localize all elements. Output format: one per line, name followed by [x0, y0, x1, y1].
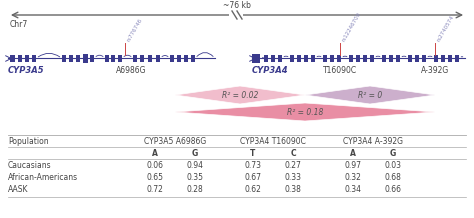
FancyBboxPatch shape: [422, 55, 426, 62]
Text: G: G: [390, 149, 396, 158]
FancyBboxPatch shape: [382, 55, 386, 62]
Text: 0.35: 0.35: [186, 173, 203, 182]
Text: rs776746: rs776746: [126, 17, 144, 42]
Text: A: A: [350, 149, 356, 158]
FancyBboxPatch shape: [311, 55, 315, 62]
Polygon shape: [305, 86, 435, 104]
Polygon shape: [175, 86, 305, 104]
FancyBboxPatch shape: [90, 55, 94, 62]
FancyBboxPatch shape: [18, 55, 22, 62]
Text: Chr7: Chr7: [10, 20, 28, 29]
FancyBboxPatch shape: [323, 55, 327, 62]
FancyBboxPatch shape: [156, 55, 160, 62]
Text: CYP3A4 T16090C: CYP3A4 T16090C: [240, 137, 306, 146]
Text: 0.06: 0.06: [146, 161, 164, 170]
Text: 0.68: 0.68: [384, 173, 401, 182]
Text: 0.03: 0.03: [384, 161, 401, 170]
FancyBboxPatch shape: [297, 55, 301, 62]
Text: 0.67: 0.67: [245, 173, 262, 182]
FancyBboxPatch shape: [264, 55, 268, 62]
FancyBboxPatch shape: [148, 55, 152, 62]
FancyBboxPatch shape: [415, 55, 419, 62]
Text: C: C: [290, 149, 296, 158]
FancyBboxPatch shape: [177, 55, 181, 62]
Text: 0.66: 0.66: [384, 185, 401, 194]
FancyBboxPatch shape: [229, 10, 243, 20]
Text: rs2740574: rs2740574: [436, 14, 455, 42]
FancyBboxPatch shape: [290, 55, 294, 62]
Text: A: A: [152, 149, 158, 158]
FancyBboxPatch shape: [111, 55, 115, 62]
FancyBboxPatch shape: [25, 55, 29, 62]
Text: 0.72: 0.72: [146, 185, 164, 194]
Text: 0.38: 0.38: [284, 185, 301, 194]
Text: 0.62: 0.62: [245, 185, 262, 194]
Text: 0.27: 0.27: [284, 161, 301, 170]
Text: African-Americans: African-Americans: [8, 173, 78, 182]
FancyBboxPatch shape: [140, 55, 144, 62]
FancyBboxPatch shape: [271, 55, 275, 62]
FancyBboxPatch shape: [184, 55, 188, 62]
Text: ~76 kb: ~76 kb: [223, 1, 251, 10]
FancyBboxPatch shape: [278, 55, 282, 62]
FancyBboxPatch shape: [356, 55, 360, 62]
FancyBboxPatch shape: [76, 55, 80, 62]
Text: R² = 0: R² = 0: [358, 90, 382, 99]
Text: A6986G: A6986G: [116, 66, 147, 75]
FancyBboxPatch shape: [252, 54, 260, 63]
FancyBboxPatch shape: [32, 55, 36, 62]
FancyBboxPatch shape: [62, 55, 66, 62]
Text: CYP3A4 A-392G: CYP3A4 A-392G: [343, 137, 403, 146]
FancyBboxPatch shape: [448, 55, 452, 62]
Text: T16090C: T16090C: [323, 66, 357, 75]
Text: R² = 0.02: R² = 0.02: [222, 90, 258, 99]
Text: 0.94: 0.94: [186, 161, 203, 170]
Text: 0.34: 0.34: [345, 185, 362, 194]
FancyBboxPatch shape: [396, 55, 400, 62]
FancyBboxPatch shape: [105, 55, 109, 62]
FancyBboxPatch shape: [118, 55, 122, 62]
Text: rs12246709: rs12246709: [341, 11, 362, 42]
Text: CYP3A5: CYP3A5: [8, 66, 45, 75]
Text: AASK: AASK: [8, 185, 28, 194]
Text: 0.32: 0.32: [345, 173, 362, 182]
Text: 0.33: 0.33: [284, 173, 301, 182]
Text: Population: Population: [8, 137, 49, 146]
Text: A-392G: A-392G: [421, 66, 449, 75]
Text: T: T: [250, 149, 255, 158]
FancyBboxPatch shape: [191, 55, 195, 62]
FancyBboxPatch shape: [10, 55, 15, 62]
FancyBboxPatch shape: [330, 55, 334, 62]
FancyBboxPatch shape: [69, 55, 73, 62]
FancyBboxPatch shape: [337, 55, 341, 62]
Text: G: G: [192, 149, 198, 158]
FancyBboxPatch shape: [408, 55, 412, 62]
FancyBboxPatch shape: [363, 55, 367, 62]
Text: 0.65: 0.65: [146, 173, 164, 182]
FancyBboxPatch shape: [170, 55, 174, 62]
Text: CYP3A4: CYP3A4: [252, 66, 289, 75]
FancyBboxPatch shape: [434, 55, 438, 62]
FancyBboxPatch shape: [349, 55, 353, 62]
FancyBboxPatch shape: [441, 55, 445, 62]
Text: Caucasians: Caucasians: [8, 161, 52, 170]
Text: CYP3A5 A6986G: CYP3A5 A6986G: [144, 137, 206, 146]
FancyBboxPatch shape: [389, 55, 393, 62]
Text: 0.28: 0.28: [187, 185, 203, 194]
FancyBboxPatch shape: [455, 55, 459, 62]
FancyBboxPatch shape: [370, 55, 374, 62]
Text: 0.97: 0.97: [345, 161, 362, 170]
FancyBboxPatch shape: [133, 55, 137, 62]
Text: R² = 0.18: R² = 0.18: [287, 107, 323, 116]
Text: 0.73: 0.73: [245, 161, 262, 170]
FancyBboxPatch shape: [83, 54, 88, 63]
Polygon shape: [175, 103, 435, 121]
FancyBboxPatch shape: [304, 55, 308, 62]
